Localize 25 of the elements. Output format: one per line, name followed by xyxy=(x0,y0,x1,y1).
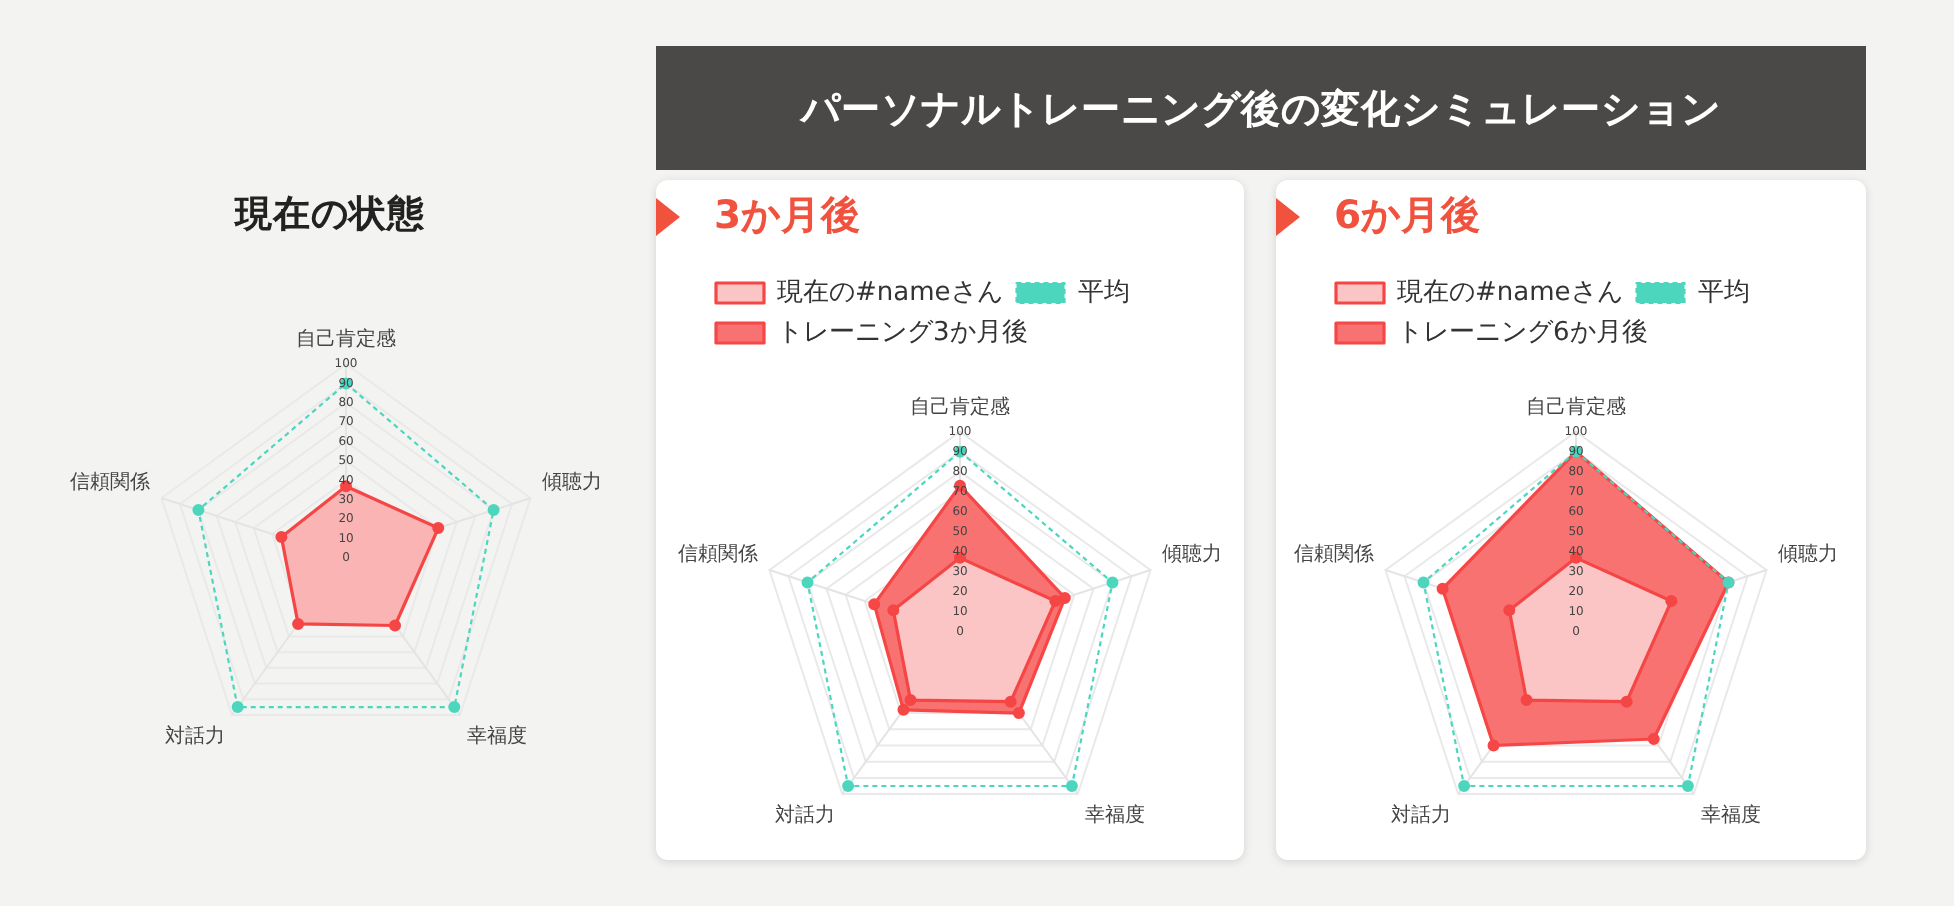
legend-label: 平均 xyxy=(1077,277,1130,308)
legend-label: 平均 xyxy=(1697,277,1750,308)
spoke-label: 自己肯定感 xyxy=(910,394,1010,419)
legend-label: トレーニング6か月後 xyxy=(1397,317,1648,348)
spoke-label: 対話力 xyxy=(1391,803,1452,828)
spoke-label: 傾聴力 xyxy=(541,469,602,494)
chart-title: 6か月後 xyxy=(1334,192,1482,240)
legend-label: 現在の#nameさん xyxy=(1397,277,1623,308)
spoke-label: 対話力 xyxy=(164,723,225,748)
legend-label: 現在の#nameさん xyxy=(777,277,1003,308)
spoke-label: 信頼関係 xyxy=(70,469,151,494)
spoke-label: 信頼関係 xyxy=(678,541,758,566)
spoke-label: 自己肯定感 xyxy=(1526,394,1626,419)
legend-label: トレーニング3か月後 xyxy=(777,317,1028,348)
text: パーソナルトレーニング後の変化シミュレーション xyxy=(801,83,1721,135)
spoke-label: 傾聴力 xyxy=(1778,541,1838,566)
spoke-label: 対話力 xyxy=(775,803,836,828)
spoke-label: 自己肯定感 xyxy=(296,327,396,352)
spoke-label: 傾聴力 xyxy=(1162,541,1222,566)
spoke-label: 幸福度 xyxy=(1084,803,1145,828)
spoke-label: 信頼関係 xyxy=(1294,541,1374,566)
chart-title: 3か月後 xyxy=(714,192,862,240)
spoke-label: 幸福度 xyxy=(467,723,528,748)
spoke-label: 幸福度 xyxy=(1700,803,1761,828)
chart-title: 現在の状態 xyxy=(232,192,427,240)
